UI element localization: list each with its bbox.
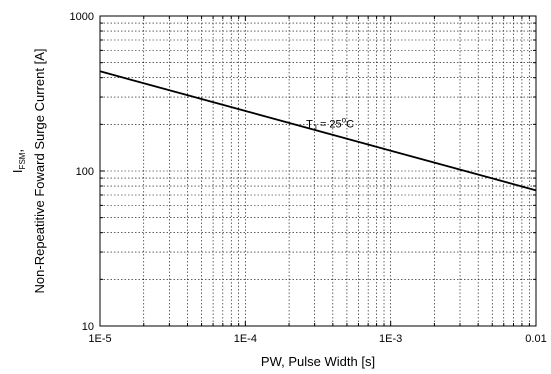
y-axis-symbol-suffix: ,	[10, 149, 25, 153]
x-tick-label: 1E-4	[234, 333, 257, 345]
x-axis-title: PW, Pulse Width [s]	[261, 354, 375, 369]
annotation-sup: o	[342, 115, 347, 124]
x-tick-label: 1E-3	[379, 333, 402, 345]
y-tick-label: 10	[82, 321, 94, 333]
y-axis-title-line2: Non-Repeatitive Foward Surge Current [A]	[32, 49, 47, 294]
series-group	[99, 70, 537, 192]
series-line	[99, 70, 537, 192]
y-axis-title: IFSM, Non-Repeatitive Foward Surge Curre…	[10, 49, 47, 294]
y-axis-symbol-sub: FSM	[18, 152, 27, 169]
y-tick-label: 100	[76, 166, 94, 178]
annotation-unit: C	[346, 118, 354, 130]
annotation-rest: = 25	[317, 118, 342, 130]
axis-ticks: 1E-5 1E-4 1E-3 0.01 10 100 1000	[70, 11, 547, 345]
tj-annotation: TJ = 25oC	[306, 115, 354, 132]
x-tick-label: 0.01	[525, 333, 546, 345]
annotation-main: T	[306, 118, 313, 130]
grid-lines	[100, 16, 536, 326]
y-axis-symbol: I	[10, 169, 25, 173]
y-axis-title-line1: IFSM,	[10, 149, 27, 173]
x-tick-label: 1E-5	[88, 333, 111, 345]
y-tick-label: 1000	[70, 11, 94, 23]
annotation-sub: J	[313, 123, 317, 132]
